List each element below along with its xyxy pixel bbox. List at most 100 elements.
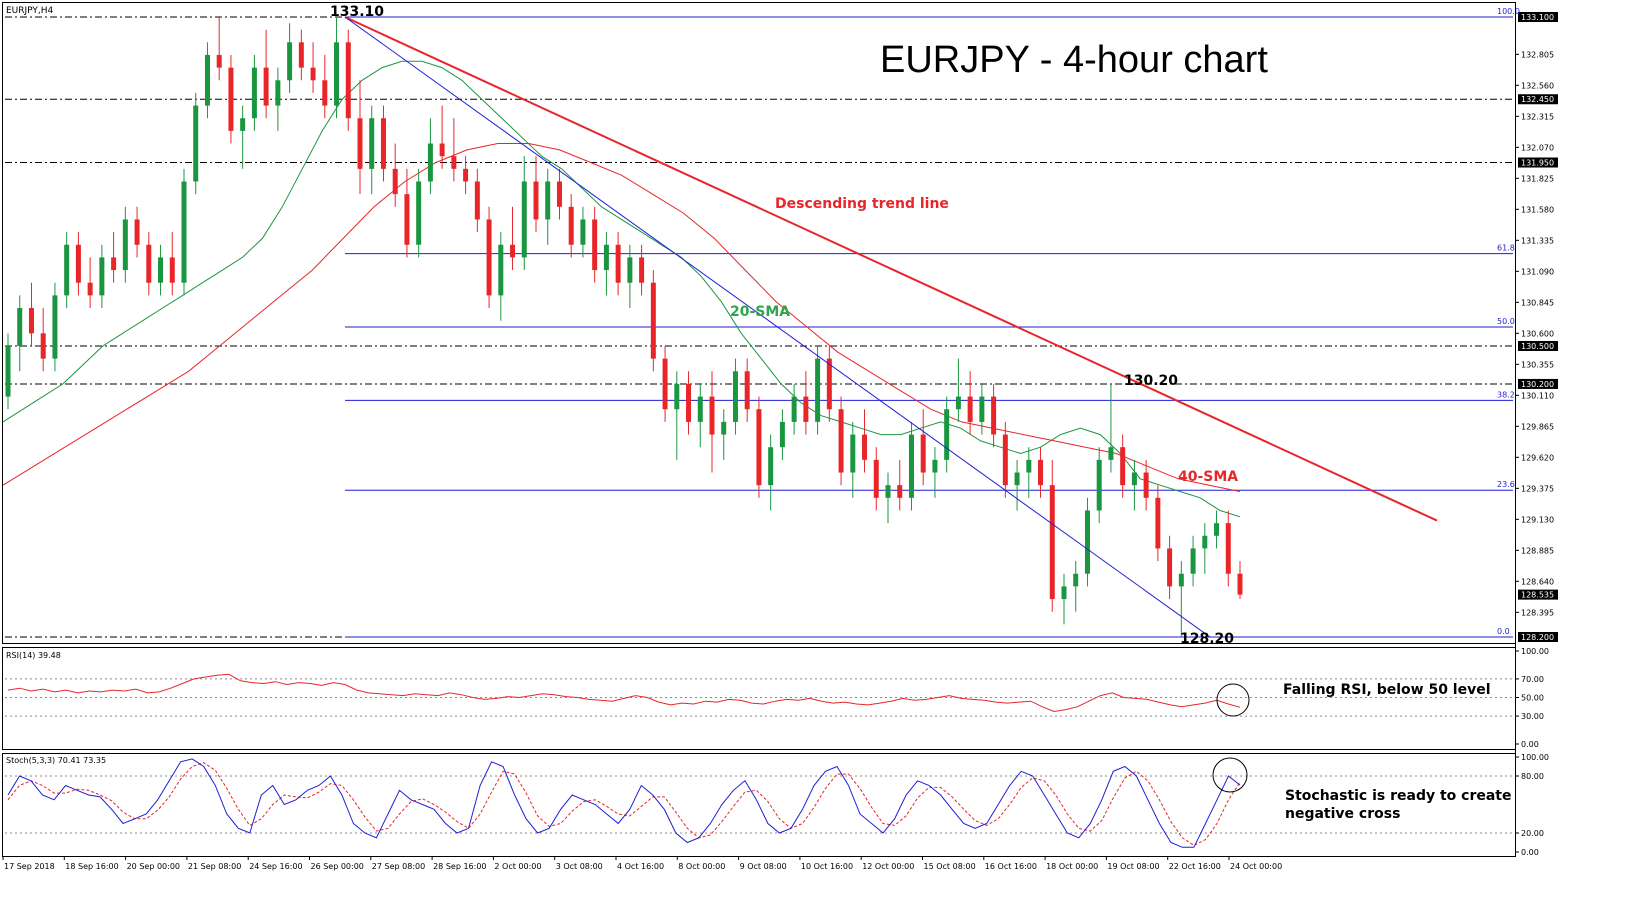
level-price-box <box>1518 378 1558 389</box>
candle-body <box>545 181 551 220</box>
candle-body <box>439 143 445 157</box>
candle-body <box>263 67 269 106</box>
time-tick-label: 2 Oct 00:00 <box>494 862 541 871</box>
rsi-tick-label: 30.00 <box>1521 712 1544 721</box>
candle-body <box>510 244 516 258</box>
candle-body <box>75 244 81 283</box>
level-price-box <box>1518 157 1558 168</box>
candle-body <box>275 80 281 106</box>
price-tick-label: 132.805 <box>1521 50 1554 59</box>
level-price-box <box>1518 632 1558 642</box>
candle-body <box>1202 535 1208 549</box>
candle-body <box>1225 523 1231 574</box>
level-price-label: 131.950 <box>1521 159 1554 168</box>
candle-body <box>979 396 985 422</box>
candle-body <box>17 308 23 346</box>
fibonacci-level-label: 100.0 <box>1497 7 1520 16</box>
rsi-note: Falling RSI, below 50 level <box>1283 682 1491 698</box>
rsi-label: RSI(14) 39.48 <box>6 651 61 660</box>
price-tick-label: 131.580 <box>1521 205 1554 214</box>
level-price-label: 133.100 <box>1521 13 1554 22</box>
chart-title: EURJPY - 4-hour chart <box>880 39 1268 81</box>
stoch-main-line <box>7 758 1241 848</box>
candle-body <box>287 42 293 81</box>
candle-body <box>744 371 750 410</box>
time-tick-label: 16 Oct 16:00 <box>985 862 1037 871</box>
moving-averages <box>2 60 1241 518</box>
trend-line-label: Descending trend line <box>775 196 949 212</box>
candle-body <box>991 396 997 435</box>
candle-body <box>1214 523 1220 536</box>
price-axis: 132.805 132.560 132.315 132.070 131.825 131.5… <box>1515 3 1554 856</box>
fibonacci-level-label: 61.8 <box>1497 244 1515 253</box>
candle-body <box>334 42 340 106</box>
time-tick-label: 27 Sep 08:00 <box>372 862 425 871</box>
candle-body <box>556 181 562 207</box>
price-tick-label: 130.845 <box>1521 298 1554 307</box>
candle-body <box>721 421 727 435</box>
level-price-label: 132.450 <box>1521 95 1554 104</box>
price-tick-label: 130.600 <box>1521 329 1554 338</box>
candle-body <box>580 219 586 245</box>
time-tick-label: 3 Oct 08:00 <box>556 862 603 871</box>
candle-body <box>920 434 926 473</box>
candle-body <box>674 383 680 410</box>
candle-body <box>603 244 609 271</box>
price-tick-label: 128.885 <box>1521 546 1554 555</box>
stoch-tick-label: 20.00 <box>1521 829 1544 838</box>
candle-body <box>627 257 633 283</box>
fibonacci-level-label: 50.0 <box>1497 317 1515 326</box>
candle-body <box>1049 485 1055 600</box>
candle-body <box>240 118 246 131</box>
fibonacci-level-label: 0.0 <box>1497 627 1510 636</box>
time-tick-label: 15 Oct 08:00 <box>924 862 976 871</box>
price-tick-label: 132.560 <box>1521 81 1554 90</box>
stoch-tick-label: 0.00 <box>1521 848 1539 857</box>
candle-body <box>1108 447 1114 460</box>
candle-body <box>732 371 738 422</box>
price-tick-label: 131.090 <box>1521 267 1554 276</box>
candle-body <box>5 345 11 397</box>
candle-body <box>1026 459 1032 473</box>
candle-body <box>111 257 117 271</box>
candle-body <box>709 396 715 435</box>
candle-body <box>862 434 868 460</box>
candle-body <box>967 396 973 422</box>
candle-body <box>873 459 879 498</box>
time-tick-label: 4 Oct 16:00 <box>617 862 664 871</box>
candle-body <box>392 168 398 195</box>
candle-body <box>1143 472 1149 498</box>
rsi-tick-label: 0.00 <box>1521 740 1539 749</box>
level-price-label: 130.500 <box>1521 342 1554 351</box>
candle-body <box>216 54 222 68</box>
candle-body <box>533 181 539 220</box>
time-tick-label: 18 Sep 16:00 <box>65 862 118 871</box>
candle-body <box>815 358 821 422</box>
time-tick-label: 24 Oct 00:00 <box>1230 862 1282 871</box>
candles <box>5 17 1243 637</box>
candle-body <box>404 194 410 245</box>
time-tick-label: 12 Oct 00:00 <box>862 862 914 871</box>
rsi-tick-label: 50.00 <box>1521 694 1544 703</box>
candle-body <box>1014 472 1020 486</box>
candle-body <box>146 244 152 283</box>
trend-lines <box>344 16 1438 638</box>
candle-body <box>322 80 328 106</box>
fib-diagonal-line <box>344 16 1211 638</box>
stoch-note-line1: Stochastic is ready to create <box>1285 788 1512 804</box>
sma20-line <box>2 60 1241 518</box>
sma40-label: 40-SMA <box>1178 469 1238 485</box>
time-tick-label: 19 Oct 08:00 <box>1107 862 1159 871</box>
candle-body <box>357 118 363 169</box>
low-label: 128.20 <box>1180 631 1234 647</box>
rsi-highlight-circle <box>1216 683 1250 717</box>
time-tick-label: 10 Oct 16:00 <box>801 862 853 871</box>
candle-body <box>908 434 914 498</box>
price-tick-label: 129.620 <box>1521 453 1554 462</box>
stoch-note-line2: negative cross <box>1285 806 1400 822</box>
candle-body <box>87 282 93 296</box>
stochastic-indicator: 100.00 80.00 20.00 0.00 <box>5 753 1549 857</box>
price-tick-label: 129.865 <box>1521 422 1554 431</box>
time-tick-label: 8 Oct 00:00 <box>678 862 725 871</box>
